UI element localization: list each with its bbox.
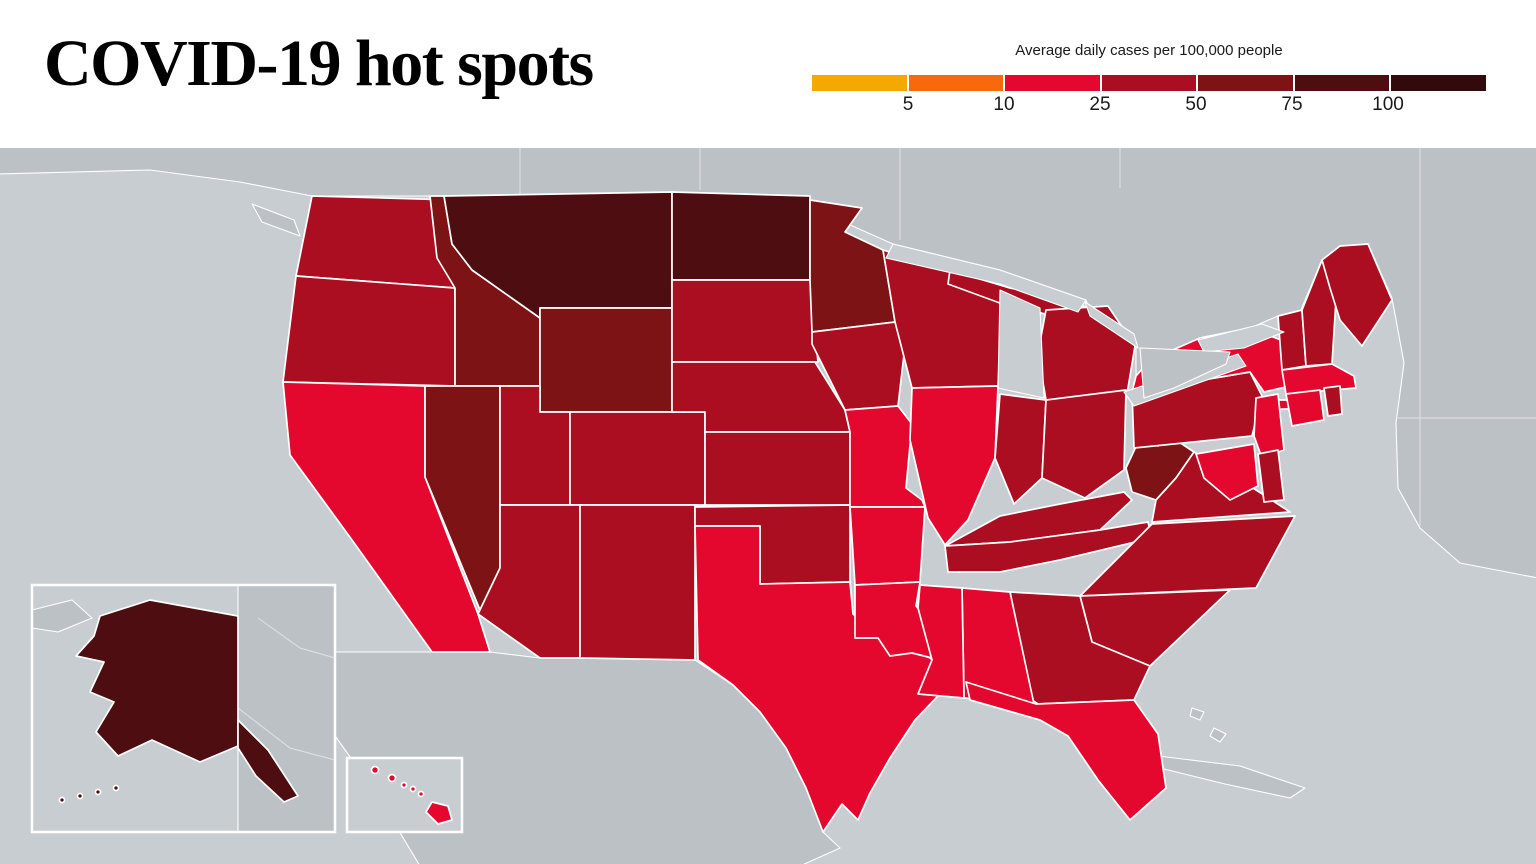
legend-tick-5: 5 — [902, 94, 914, 115]
bahamas — [1189, 707, 1227, 743]
legend-tick-75: 75 — [1281, 94, 1303, 115]
state-north-carolina — [1079, 515, 1296, 597]
legend: Average daily cases per 100,000 people 5… — [812, 42, 1487, 115]
state-new-mexico — [579, 504, 696, 661]
legend-title: Average daily cases per 100,000 people — [1015, 42, 1283, 59]
state-north-dakota — [671, 191, 811, 281]
legend-color-scale — [812, 75, 1487, 91]
page-title: COVID-19 hot spots — [44, 27, 594, 100]
legend-segment-10-25 — [1005, 75, 1100, 91]
hawaii-inset — [345, 756, 464, 834]
state-oregon — [282, 275, 456, 387]
lake-superior — [885, 243, 1087, 313]
legend-tick-10: 10 — [993, 94, 1015, 115]
legend-segment-over-100 — [1391, 75, 1487, 91]
state-colorado — [569, 411, 706, 506]
state-florida — [965, 681, 1167, 821]
alaska-inset-border — [30, 583, 337, 834]
state-alaska — [58, 599, 299, 804]
state-arkansas — [849, 506, 926, 586]
state-connecticut — [1285, 389, 1325, 427]
state-delaware — [1257, 449, 1285, 503]
header: COVID-19 hot spots Average daily cases p… — [0, 0, 1536, 148]
state-new-jersey — [1253, 393, 1285, 459]
state-hawaii — [370, 765, 453, 825]
state-ohio — [1041, 389, 1127, 499]
map-container — [0, 148, 1536, 864]
state-wyoming — [539, 307, 673, 413]
state-maine — [1321, 243, 1393, 347]
state-texas — [694, 525, 946, 833]
state-missouri — [844, 405, 926, 508]
us-map — [0, 148, 1536, 864]
lake-huron — [1084, 301, 1139, 349]
lake-michigan — [997, 289, 1045, 399]
legend-ticks: 5 10 25 50 75 100 — [812, 91, 1486, 115]
legend-segment-50-75 — [1198, 75, 1293, 91]
lake-ontario — [1197, 323, 1285, 353]
legend-segment-under-5 — [812, 75, 907, 91]
legend-segment-5-10 — [908, 75, 1004, 91]
state-indiana — [994, 393, 1047, 505]
state-illinois — [909, 385, 999, 546]
state-maryland — [1195, 443, 1259, 501]
legend-tick-50: 50 — [1185, 94, 1207, 115]
vancouver-island — [251, 203, 301, 237]
province-borders — [519, 148, 1536, 526]
legend-tick-100: 100 — [1372, 94, 1404, 115]
state-rhode-island — [1323, 385, 1343, 417]
legend-segment-75-100 — [1294, 75, 1390, 91]
alaska-inset — [30, 583, 337, 834]
state-mississippi — [917, 584, 965, 699]
legend-tick-25: 25 — [1089, 94, 1111, 115]
state-kansas — [704, 431, 851, 506]
state-south-dakota — [671, 279, 819, 363]
ontario-peninsula — [1139, 347, 1231, 399]
legend-segment-25-50 — [1101, 75, 1197, 91]
hawaii-inset-border — [345, 756, 464, 834]
